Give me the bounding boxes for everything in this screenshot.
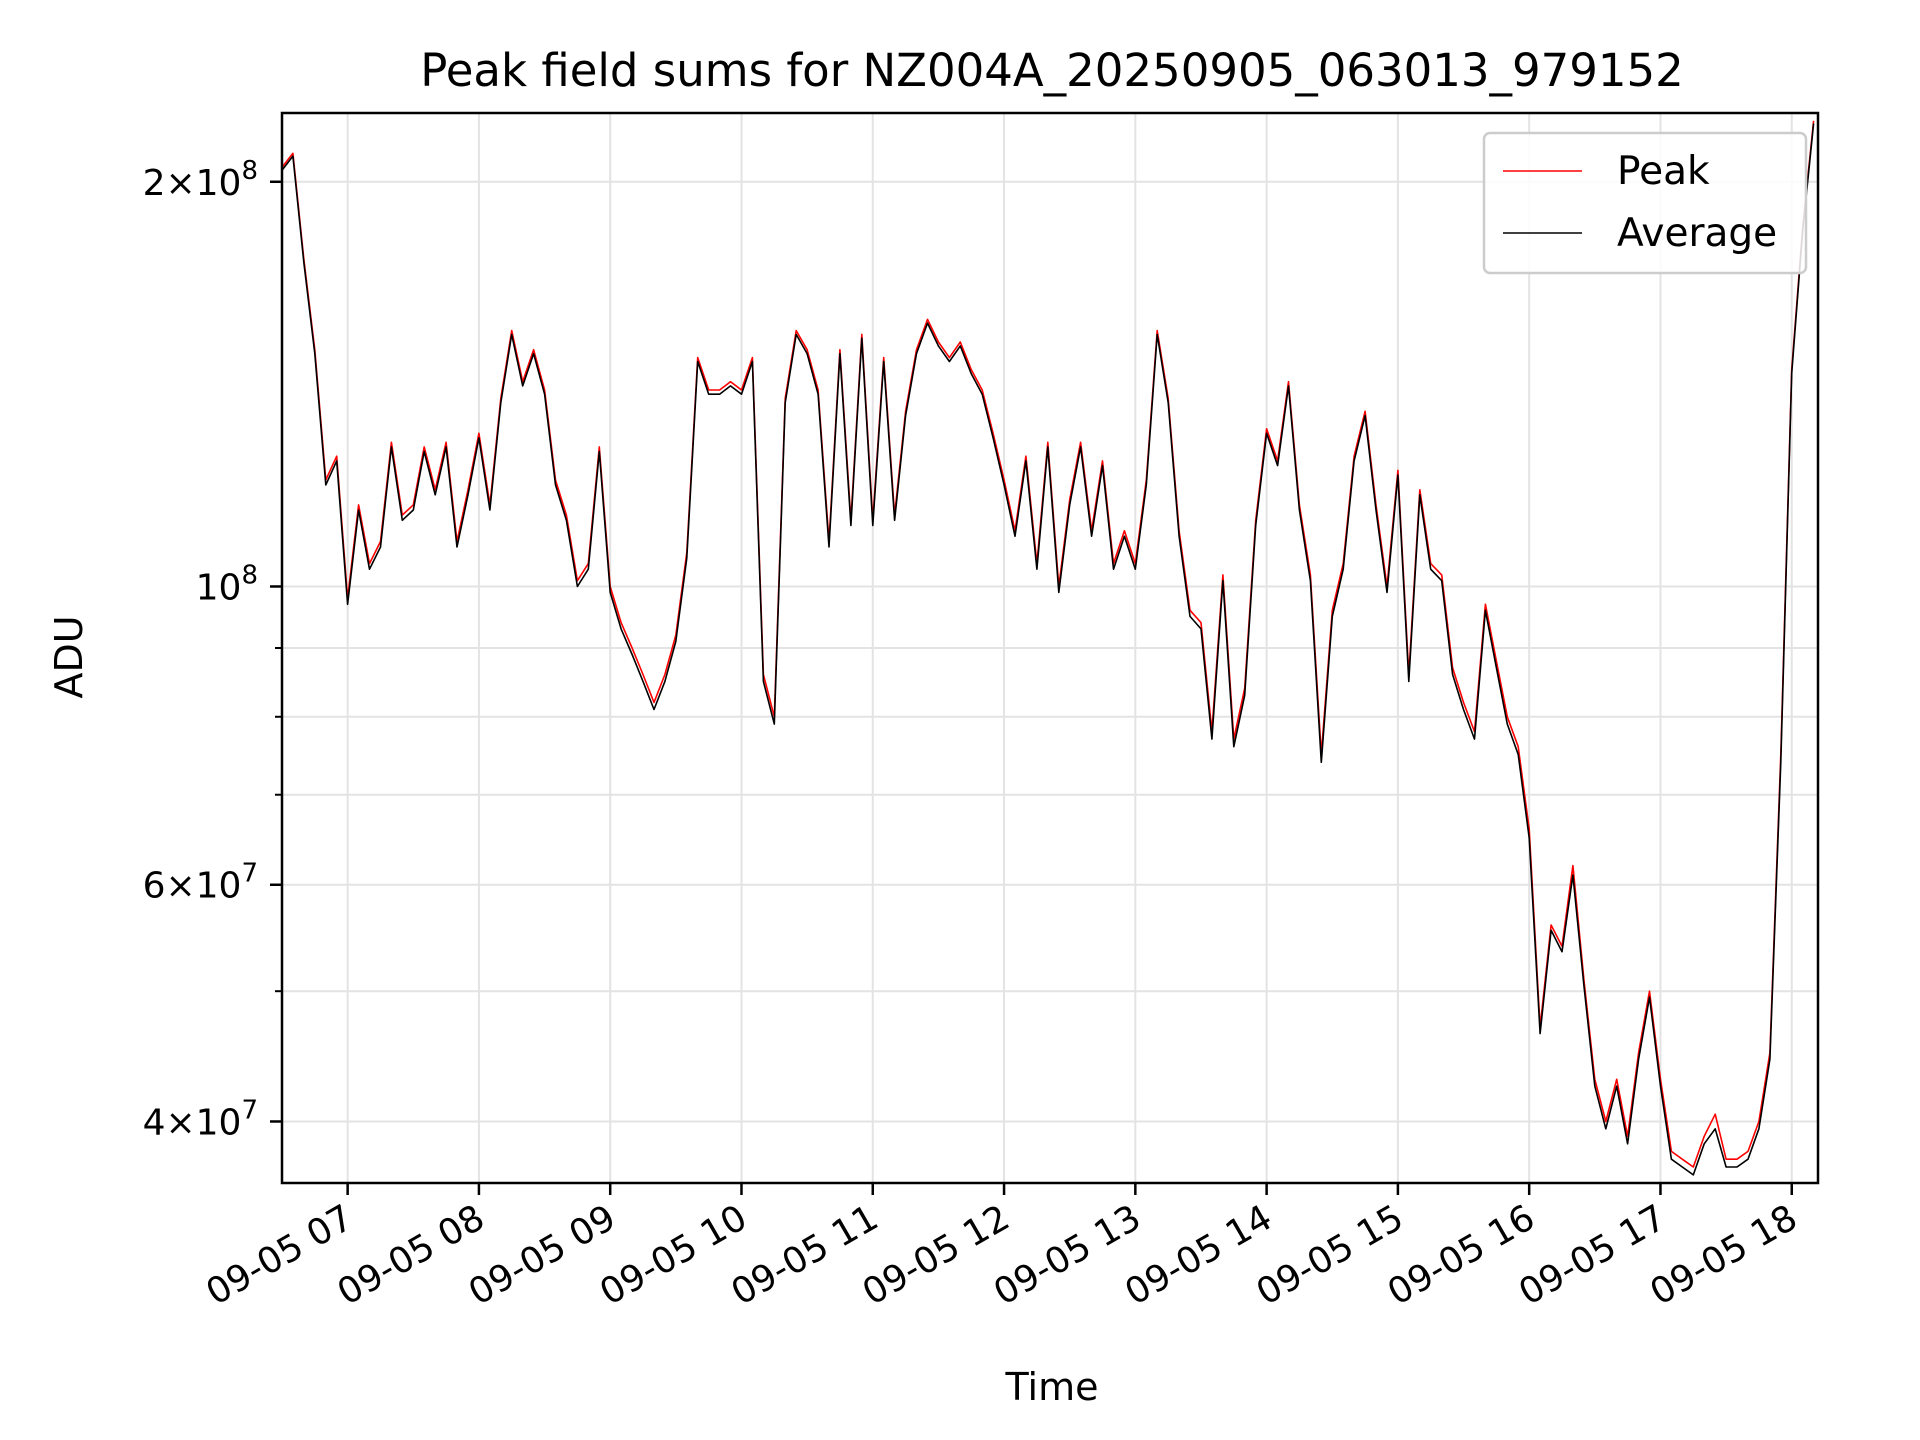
series-line-peak [281, 120, 1815, 1168]
y-tick-label: 2×108 [143, 156, 258, 204]
legend-label-average: Average [1617, 211, 1777, 256]
legend-label-peak: Peak [1617, 149, 1710, 194]
y-axis-label: ADU [47, 615, 91, 698]
y-axis-ticks: 2×108 108 6×107 4×107 [143, 156, 282, 1143]
legend: Peak Average [1482, 131, 1808, 275]
legend-box [1482, 131, 1808, 275]
chart-title: Peak field sums for NZ004A_20250905_0630… [420, 44, 1684, 97]
y-tick-label: 6×107 [143, 859, 258, 907]
series-line-average [281, 123, 1815, 1176]
y-tick-label: 108 [196, 560, 258, 608]
series-lines [281, 120, 1815, 1176]
x-axis-label: Time [1005, 1365, 1099, 1409]
y-tick-label: 4×107 [143, 1095, 258, 1143]
grid-lines [282, 113, 1818, 1183]
